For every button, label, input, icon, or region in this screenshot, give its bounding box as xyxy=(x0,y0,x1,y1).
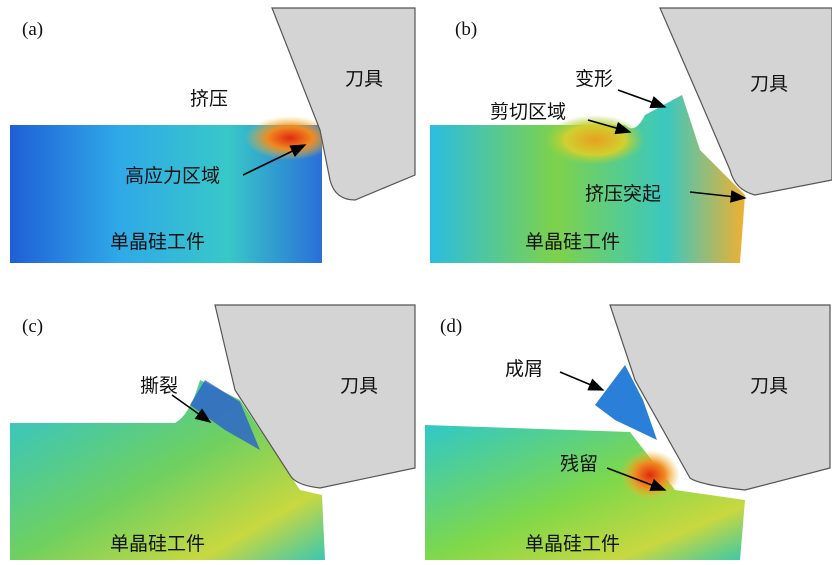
annotation: 剪切区域 xyxy=(490,101,566,123)
panel-b: (b) 刀具 变形 剪切区域 挤压突起 单晶硅工件 xyxy=(430,8,832,263)
annotation: 撕裂 xyxy=(140,375,178,397)
panel-d: (d) 刀具 成屑 残留 单晶硅工件 xyxy=(425,305,830,560)
panel-label: (b) xyxy=(455,19,477,40)
figure: (a) 刀具 挤压 高应力区域 单晶硅工件 (b) 刀具 变形 剪切区域 挤压突… xyxy=(0,0,832,565)
annotation: 高应力区域 xyxy=(125,165,220,187)
workpiece-label: 单晶硅工件 xyxy=(525,533,620,555)
panel-label: (d) xyxy=(440,316,462,337)
arrow xyxy=(560,372,603,390)
tool-label: 刀具 xyxy=(340,375,378,397)
annotation: 成屑 xyxy=(505,358,543,380)
residual-hotspot xyxy=(620,450,680,500)
annotation: 挤压突起 xyxy=(585,183,661,205)
workpiece-label: 单晶硅工件 xyxy=(110,533,205,555)
tool-label: 刀具 xyxy=(345,68,383,90)
tool-label: 刀具 xyxy=(750,73,788,95)
annotation: 残留 xyxy=(560,453,598,475)
tool-label: 刀具 xyxy=(750,375,788,397)
panel-label: (c) xyxy=(22,316,43,337)
arrow xyxy=(618,90,665,107)
panel-c: (c) 刀具 撕裂 单晶硅工件 xyxy=(10,305,415,560)
panel-label: (a) xyxy=(22,19,43,40)
panel-a: (a) 刀具 挤压 高应力区域 单晶硅工件 xyxy=(10,8,415,263)
workpiece-label: 单晶硅工件 xyxy=(110,231,205,253)
workpiece-label: 单晶硅工件 xyxy=(525,231,620,253)
annotation: 挤压 xyxy=(190,88,228,110)
annotation: 变形 xyxy=(575,68,613,90)
